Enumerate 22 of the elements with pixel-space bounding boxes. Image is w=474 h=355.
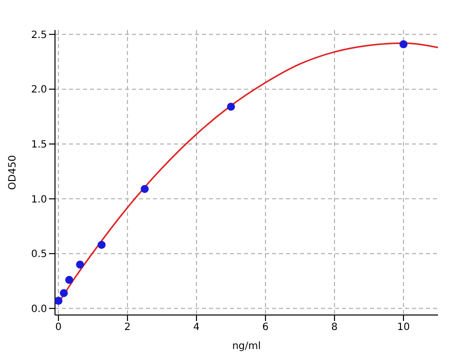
x-tick-label: 10 <box>397 322 410 334</box>
point <box>55 296 62 305</box>
point <box>76 260 84 269</box>
y-tick-label: 0.5 <box>31 249 47 260</box>
x-tick-label: 4 <box>193 322 200 334</box>
point <box>226 102 235 111</box>
y-axis-title: OD450 <box>8 155 19 190</box>
y-tick-label: 0.0 <box>31 304 47 315</box>
y-tick-label: 2.5 <box>31 30 47 41</box>
point <box>60 289 68 298</box>
point <box>140 184 149 193</box>
y-tick-label: 2.0 <box>31 84 47 96</box>
x-tick-label: 0 <box>55 322 62 334</box>
x-tick-label: 2 <box>124 322 131 334</box>
point <box>399 40 408 48</box>
x-tick-label: 8 <box>331 322 338 334</box>
point <box>65 276 74 284</box>
x-axis-title: ng/ml <box>232 341 261 352</box>
y-tick-label: 1.5 <box>31 140 47 151</box>
y-tick-label: 1.0 <box>31 194 47 206</box>
point <box>98 240 106 249</box>
x-tick-label: 6 <box>262 322 269 334</box>
